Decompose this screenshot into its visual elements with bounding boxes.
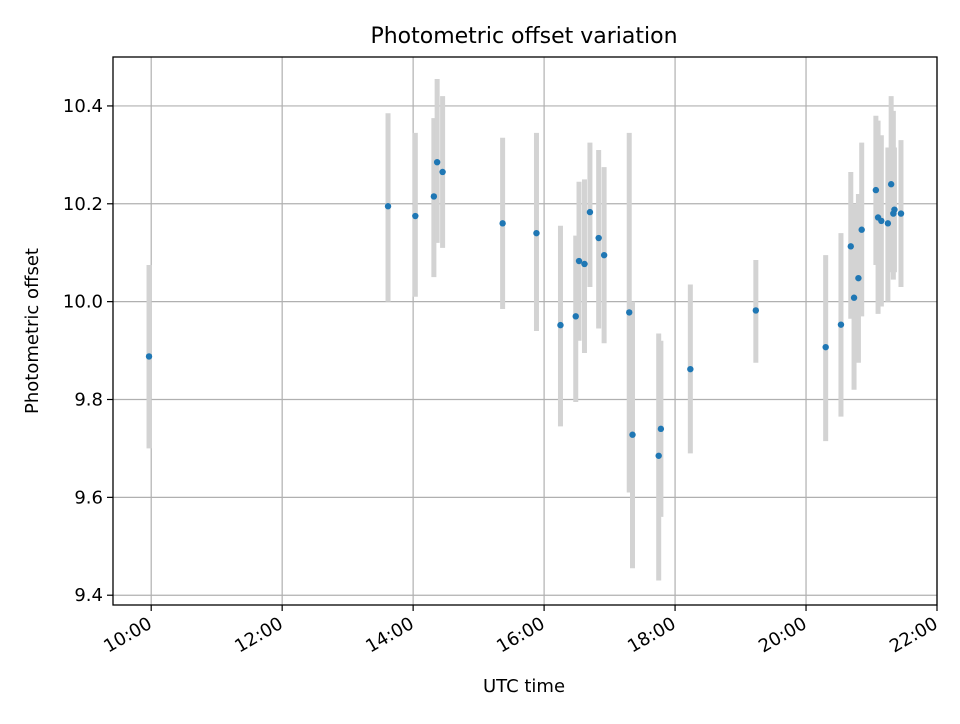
data-point (557, 321, 564, 329)
y-tick-label: 9.8 (74, 390, 103, 411)
data-point (878, 217, 885, 225)
data-point (847, 243, 854, 250)
data-point (433, 158, 441, 166)
data-point (897, 210, 905, 217)
data-point (822, 343, 829, 351)
data-point (858, 226, 865, 233)
data-point (884, 220, 892, 227)
data-point (687, 365, 694, 373)
y-tick-label: 10.2 (63, 194, 103, 215)
data-point (412, 212, 419, 220)
data-point (626, 309, 633, 316)
data-point (657, 425, 665, 433)
data-point (533, 229, 540, 237)
data-point (384, 203, 392, 210)
data-point (655, 452, 662, 459)
data-point (499, 220, 506, 227)
data-point (572, 313, 579, 320)
data-point (145, 353, 153, 360)
y-tick-label: 9.4 (74, 585, 103, 606)
data-point (595, 234, 602, 242)
data-point (430, 193, 438, 200)
data-point (586, 208, 594, 216)
chart-title: Photometric offset variation (370, 24, 677, 49)
plot-frame (112, 56, 938, 606)
data-point (752, 307, 760, 314)
y-tick-label: 10.4 (63, 96, 103, 117)
grid-lines (113, 57, 938, 605)
data-point (850, 294, 858, 301)
data-point (581, 260, 588, 268)
data-point (600, 251, 608, 259)
data-point (439, 168, 446, 176)
data-point (629, 431, 636, 438)
data-point (855, 274, 862, 282)
data-point (575, 257, 583, 265)
y-tick-label: 9.6 (74, 487, 103, 508)
data-point (837, 321, 845, 328)
data-point (887, 181, 895, 188)
data-points (145, 158, 905, 459)
y-tick-label: 10.0 (63, 292, 103, 313)
x-axis-label: UTC time (483, 676, 565, 697)
data-point (872, 186, 880, 194)
data-point (891, 206, 898, 213)
y-axis-label: Photometric offset (22, 248, 43, 414)
